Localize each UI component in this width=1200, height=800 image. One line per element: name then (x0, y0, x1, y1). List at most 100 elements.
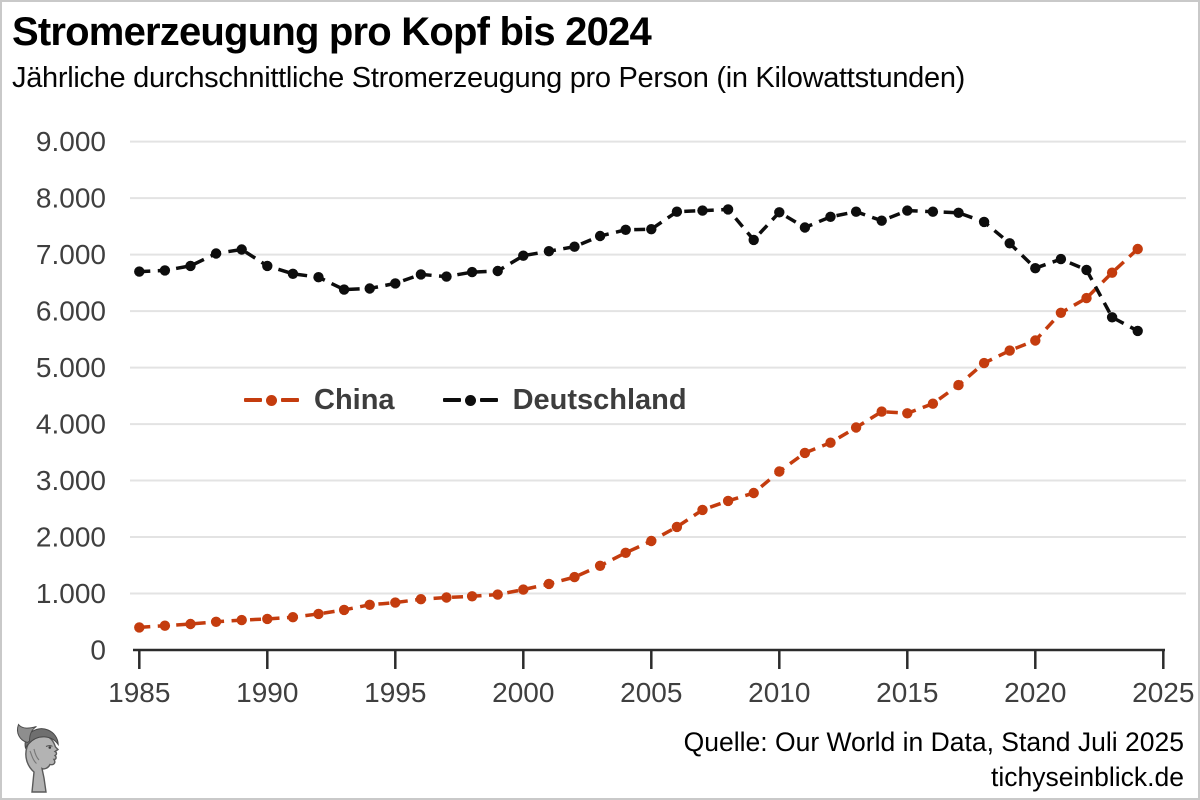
y-axis-tick-label: 0 (90, 635, 106, 666)
data-point-china (492, 589, 503, 600)
data-point-china (185, 618, 196, 630)
data-point-china (441, 592, 452, 603)
data-point-deutschland (902, 205, 913, 216)
y-axis-tick-label: 6.000 (36, 296, 106, 327)
data-point-china (825, 437, 836, 448)
data-point-china (799, 447, 811, 459)
data-point-china (390, 597, 401, 608)
x-axis-tick-label: 2025 (1132, 677, 1194, 708)
data-point-china (876, 406, 887, 417)
data-point-china (466, 591, 478, 602)
data-point-china (1106, 267, 1118, 278)
x-axis-tick-label: 2015 (876, 677, 938, 708)
x-axis-tick-label: 2000 (492, 677, 554, 708)
legend-label-deutschland: Deutschland (512, 384, 687, 416)
legend-item-deutschland: Deutschland (442, 383, 687, 417)
data-point-deutschland (927, 206, 939, 217)
data-point-china (415, 594, 427, 605)
data-point-deutschland (594, 230, 606, 242)
data-point-deutschland (236, 244, 247, 255)
data-point-deutschland (1106, 312, 1118, 323)
x-axis-tick-label: 1995 (364, 677, 426, 708)
data-point-deutschland (671, 206, 683, 217)
data-point-china (262, 613, 273, 625)
data-point-deutschland (799, 222, 811, 233)
y-axis-tick-label: 2.000 (36, 522, 106, 553)
data-point-china (1055, 307, 1067, 318)
data-point-deutschland (1132, 325, 1143, 337)
data-point-china (850, 422, 862, 433)
data-point-deutschland (159, 265, 171, 276)
data-point-deutschland (1004, 238, 1015, 249)
data-point-china (287, 612, 299, 623)
data-point-china (313, 608, 324, 620)
legend-label-china: China (314, 384, 395, 416)
deutschland-dashed-line-marker-icon (442, 394, 498, 406)
data-point-china (1030, 335, 1041, 346)
data-point-china (338, 604, 350, 616)
data-point-china (364, 599, 375, 610)
data-point-deutschland (492, 265, 503, 277)
data-point-deutschland (646, 224, 657, 235)
data-point-deutschland (262, 260, 273, 272)
source-line: Quelle: Our World in Data, Stand Juli 20… (683, 727, 1184, 757)
data-point-deutschland (774, 207, 785, 218)
x-axis-tick-label: 1990 (236, 677, 298, 708)
data-point-deutschland (876, 215, 887, 226)
data-point-china (518, 584, 529, 595)
data-point-deutschland (338, 284, 350, 295)
data-point-china (569, 571, 580, 583)
data-point-deutschland (697, 205, 708, 216)
china-dashed-line-marker-icon (244, 394, 299, 406)
data-point-deutschland (415, 269, 427, 280)
data-point-china (594, 560, 606, 571)
data-point-deutschland (134, 266, 145, 277)
data-point-deutschland (185, 260, 196, 272)
data-point-deutschland (825, 211, 836, 222)
data-point-china (748, 487, 759, 499)
page-title: Stromerzeugung pro Kopf bis 2024 (12, 10, 652, 54)
data-point-deutschland (569, 241, 580, 252)
data-point-china (722, 495, 734, 507)
data-point-china (953, 379, 964, 391)
data-point-china (236, 614, 247, 626)
y-axis-tick-label: 1.000 (36, 578, 106, 609)
page-subtitle: Jährliche durchschnittliche Stromerzeugu… (12, 62, 966, 94)
data-point-deutschland (1055, 253, 1067, 265)
data-point-deutschland (722, 204, 734, 215)
data-point-deutschland (287, 268, 299, 279)
data-point-china (646, 535, 657, 547)
x-axis-tick-label: 2020 (1004, 677, 1066, 708)
data-point-deutschland (364, 283, 375, 294)
data-point-china (543, 578, 555, 590)
y-axis-tick-label: 7.000 (36, 239, 106, 270)
y-axis-tick-label: 3.000 (36, 465, 106, 496)
legend: China Deutschland (244, 383, 687, 417)
data-point-deutschland (441, 271, 452, 282)
series-line-deutschland (139, 207, 1139, 333)
data-point-deutschland (748, 234, 759, 246)
data-point-china (671, 521, 683, 533)
legend-item-china: China (244, 383, 395, 417)
y-axis-tick-label: 5.000 (36, 352, 106, 383)
tichys-einblick-logo (14, 718, 66, 794)
x-axis-tick-label: 2010 (748, 677, 810, 708)
data-point-china (134, 622, 145, 633)
data-point-china (210, 616, 222, 627)
source-website: tichyseinblick.de (991, 761, 1184, 792)
data-point-deutschland (543, 246, 555, 257)
classical-head-icon (17, 723, 60, 793)
data-point-china (1004, 345, 1015, 356)
data-point-deutschland (313, 272, 324, 283)
data-point-china (620, 547, 631, 558)
data-point-deutschland (1081, 264, 1092, 276)
data-point-deutschland (390, 278, 401, 289)
source-attribution: Quelle: Our World in Data, Stand Juli 20… (684, 725, 1184, 794)
data-point-deutschland (953, 207, 964, 218)
data-point-china (1132, 243, 1143, 255)
y-axis-tick-label: 4.000 (36, 409, 106, 440)
data-point-deutschland (978, 216, 990, 228)
data-point-china (774, 466, 785, 477)
data-point-china (902, 408, 913, 419)
